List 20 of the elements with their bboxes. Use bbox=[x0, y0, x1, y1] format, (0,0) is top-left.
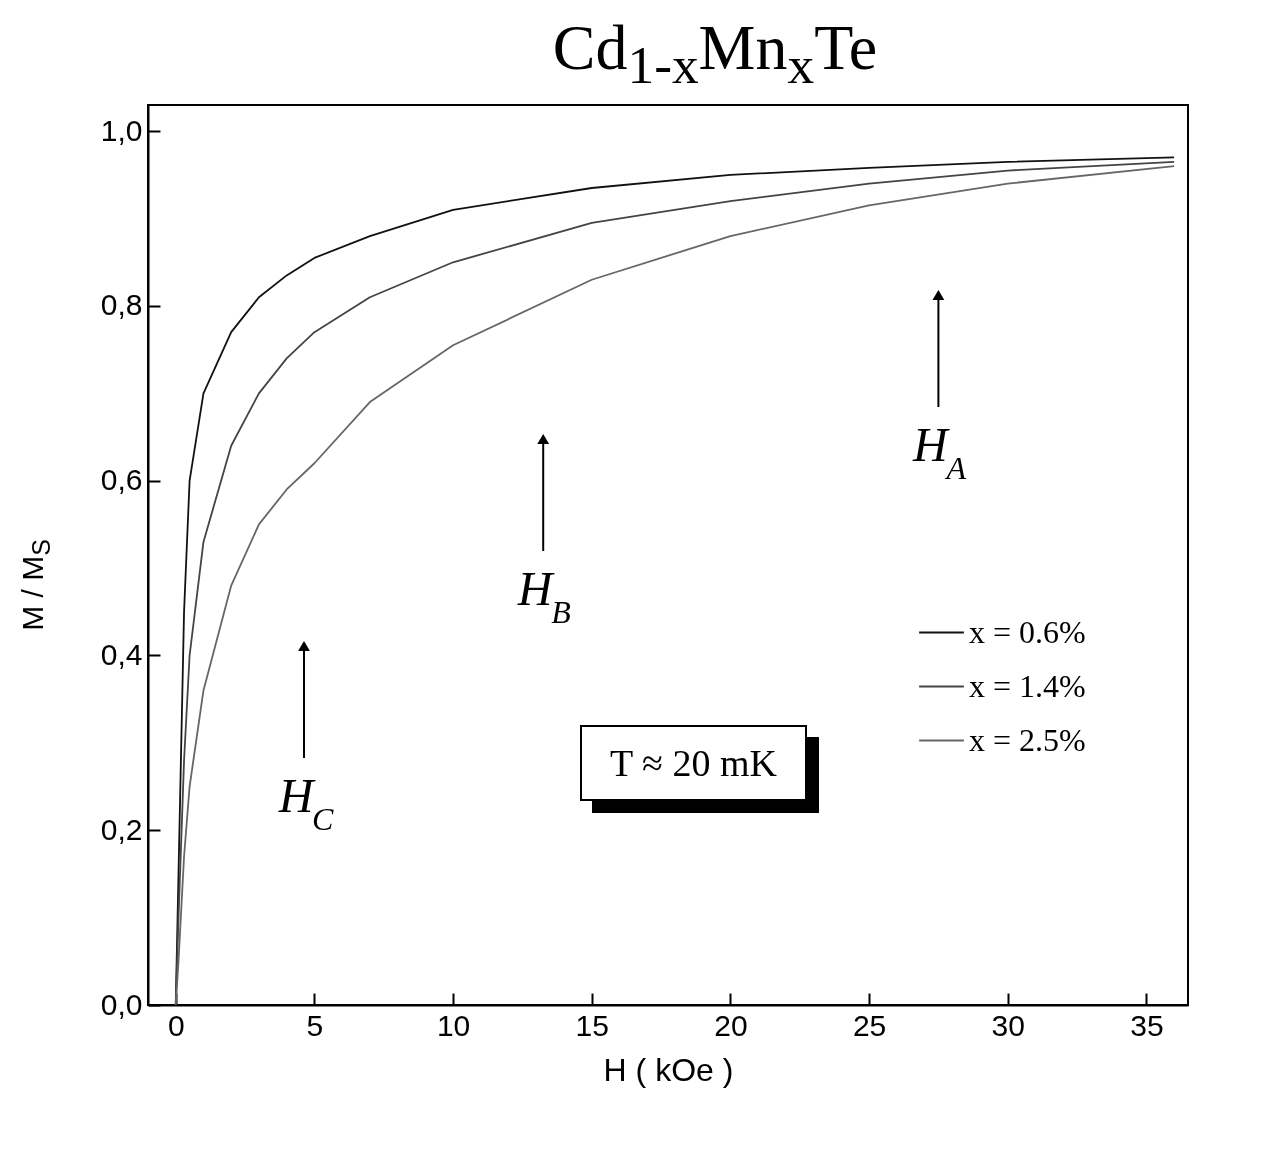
x-tick-label: 35 bbox=[1130, 1008, 1164, 1042]
y-tick-label: 0,8 bbox=[100, 288, 143, 322]
y-tick-label: 1,0 bbox=[100, 113, 143, 147]
x-tick-label: 5 bbox=[306, 1008, 324, 1042]
x-tick-label: 10 bbox=[436, 1008, 471, 1042]
x-tick-label: 0 bbox=[167, 1008, 185, 1042]
x-tick-label: 15 bbox=[575, 1008, 609, 1042]
x-axis-title: H ( kOe ) bbox=[603, 1051, 734, 1088]
chart-title: Cd$_{1-x}$Mn$_{x}$Te bbox=[551, 11, 879, 95]
legend-label: x = 2.5% bbox=[969, 721, 1086, 758]
annotation: T ≈ 20 mK bbox=[580, 725, 807, 801]
y-tick-label: 0,2 bbox=[100, 812, 143, 846]
legend-label: x = 0.6% bbox=[969, 613, 1086, 650]
x-tick-label: 30 bbox=[991, 1008, 1025, 1042]
x-tick-label: 25 bbox=[852, 1008, 887, 1042]
legend-label: x = 1.4% bbox=[969, 667, 1086, 704]
y-tick-label: 0,4 bbox=[100, 637, 143, 671]
y-tick-label: 0,6 bbox=[100, 463, 143, 497]
y-tick-label: 0,0 bbox=[100, 987, 143, 1021]
x-tick-label: 20 bbox=[714, 1008, 748, 1042]
